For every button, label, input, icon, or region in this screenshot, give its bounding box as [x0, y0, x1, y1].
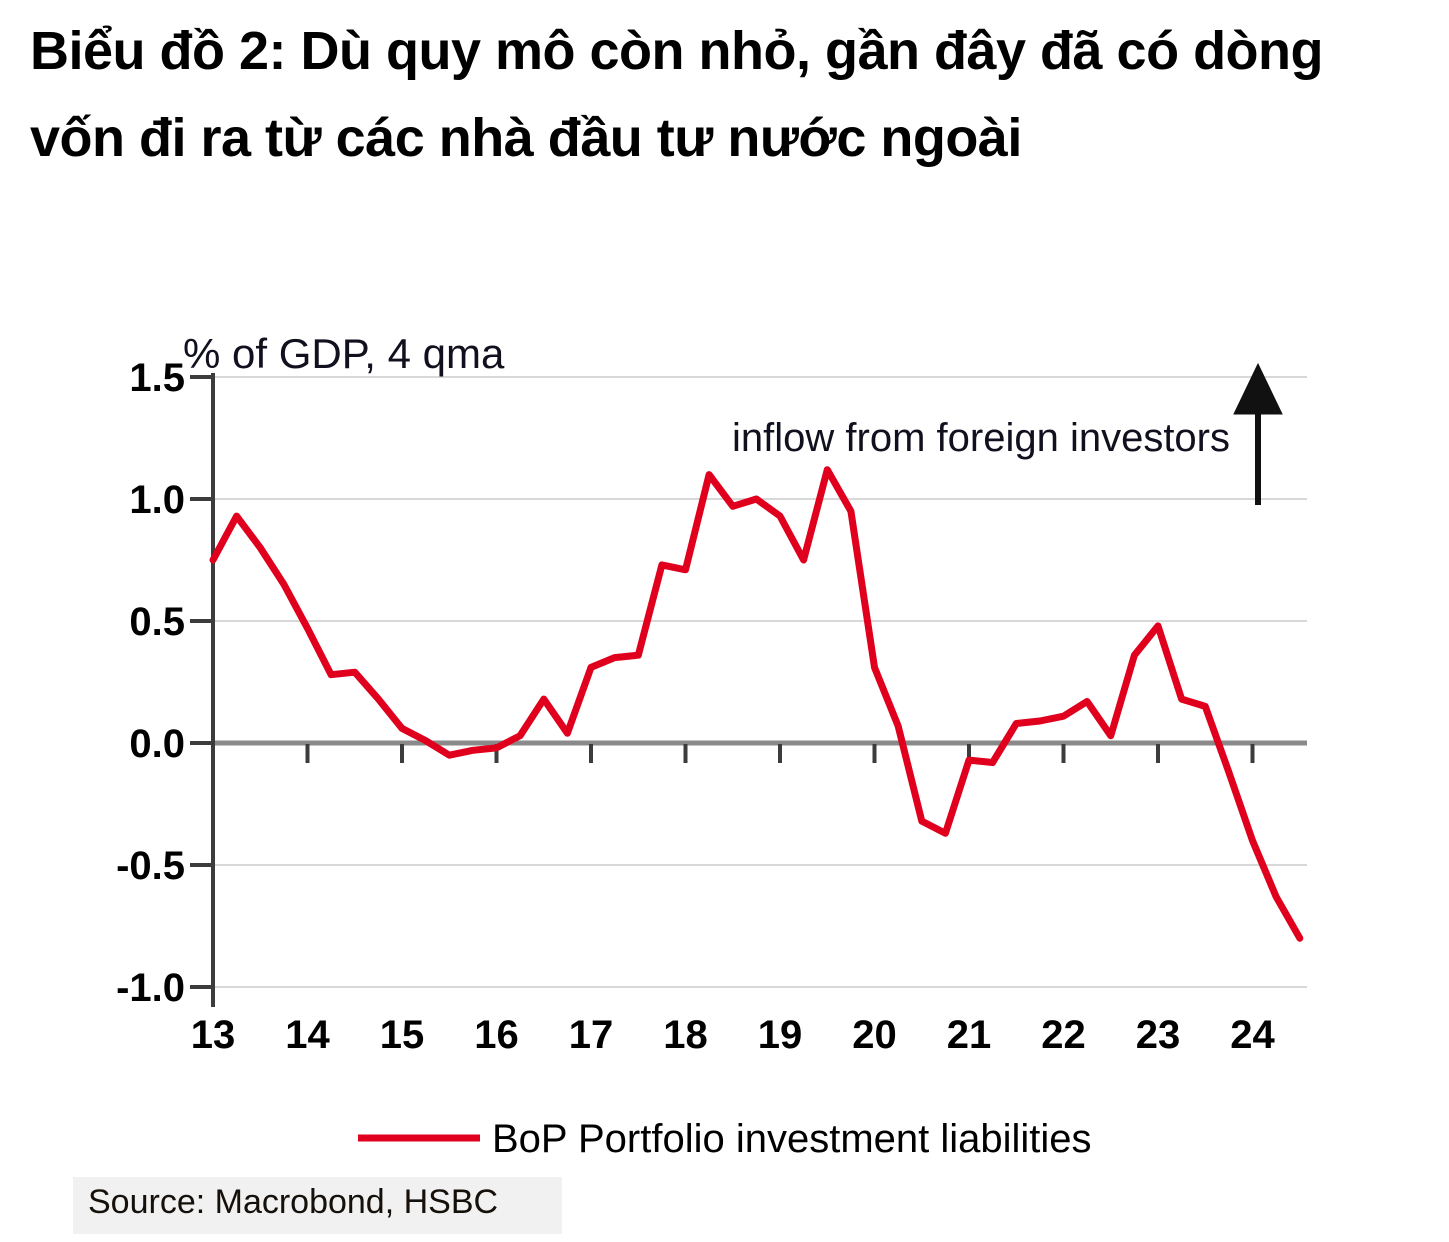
y-tick-label: 0.0 [129, 722, 185, 766]
legend: BoP Portfolio investment liabilities [358, 1117, 1092, 1161]
x-tick-label: 14 [285, 1013, 330, 1057]
x-tick-label: 23 [1136, 1013, 1181, 1057]
annotation-text: inflow from foreign investors [732, 416, 1230, 460]
x-tick-label: 18 [663, 1013, 708, 1057]
x-tick-label: 16 [474, 1013, 519, 1057]
x-tick-label: 19 [758, 1013, 803, 1057]
y-tick-label: 1.5 [129, 356, 185, 400]
chart-title-line-1: Biểu đồ 2: Dù quy mô còn nhỏ, gần đây đã… [30, 21, 1324, 81]
x-tick-label: 24 [1230, 1013, 1275, 1057]
x-tick-label: 20 [852, 1013, 897, 1057]
source-note: Source: Macrobond, HSBC [73, 1177, 563, 1234]
x-tick-label: 15 [380, 1013, 425, 1057]
series-line [209, 466, 1304, 942]
x-tick-label: 22 [1041, 1013, 1086, 1057]
axis-unit-label: % of GDP, 4 qma [183, 330, 505, 377]
y-tick-label: -0.5 [116, 844, 185, 888]
y-tick-label: 1.0 [129, 478, 185, 522]
chart-title: Biểu đồ 2: Dù quy mô còn nhỏ, gần đây đã… [30, 8, 1440, 182]
x-tick-label: 17 [569, 1013, 614, 1057]
legend-label: BoP Portfolio investment liabilities [492, 1117, 1092, 1161]
arrow-head-icon [1233, 362, 1283, 415]
y-tick-label: -1.0 [116, 966, 185, 1010]
source-text: Source: Macrobond, HSBC [88, 1183, 499, 1221]
y-tick-labels: 1.5 1.0 0.5 0.0 -0.5 -1.0 [116, 356, 185, 1010]
x-tick-label: 21 [947, 1013, 992, 1057]
y-tick-label: 0.5 [129, 600, 185, 644]
annotation-arrow [1233, 362, 1283, 505]
chart-title-line-2: vốn đi ra từ các nhà đầu tư nước ngoài [30, 108, 1022, 168]
series-polyline [209, 466, 1304, 942]
y-gridlines [213, 376, 1307, 988]
x-tick-label: 13 [191, 1013, 236, 1057]
axes [190, 373, 1255, 1007]
x-tick-labels: 13 14 15 16 17 18 19 20 21 22 23 24 [191, 1013, 1276, 1057]
